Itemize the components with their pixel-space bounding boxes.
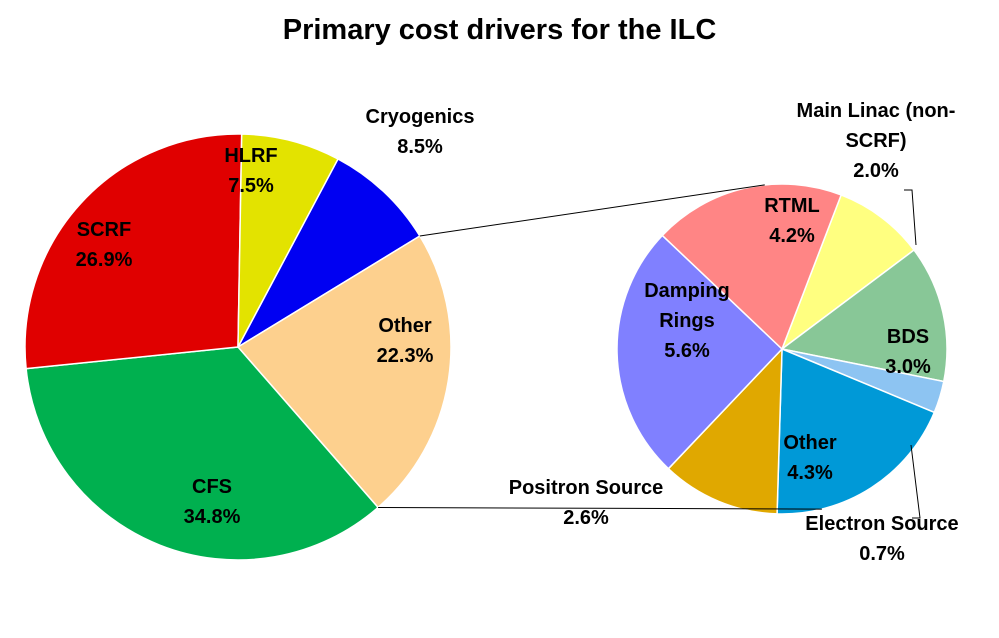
slice-label-positron-source: Positron Source 2.6% [509, 477, 663, 529]
slice-name: Positron Source [509, 477, 663, 499]
slice-label-rtml: RTML 4.2% [764, 195, 820, 247]
slice-name: Damping [644, 280, 730, 302]
slice-name: RTML [764, 195, 820, 217]
pie-slice-cfs [25, 346, 380, 561]
slice-value: 5.6% [664, 340, 710, 362]
slice-label-other-breakdown: Other 4.3% [783, 432, 837, 484]
slice-label-main-linac-non-scrf: Main Linac (non- SCRF) 2.0% [797, 100, 956, 182]
slice-value: 4.2% [769, 225, 815, 247]
leader-main-linac [904, 189, 917, 246]
slice-name: Electron Source [805, 513, 958, 535]
pie-slice-scrf [24, 133, 243, 370]
slice-name: Main Linac (non- [797, 100, 956, 122]
slice-label-cryogenics: Cryogenics 8.5% [366, 106, 475, 158]
slice-value: 7.5% [228, 175, 274, 197]
slice-label-other: Other 22.3% [377, 315, 434, 367]
slice-value: 2.0% [853, 160, 899, 182]
slice-value: 26.9% [76, 249, 133, 271]
slice-label-scrf: SCRF 26.9% [76, 219, 133, 271]
main-pie [24, 133, 452, 561]
slice-value: 8.5% [397, 136, 443, 158]
slice-name: SCRF) [845, 130, 906, 152]
slice-value: 0.7% [859, 543, 905, 565]
connector-line-bottom [378, 506, 822, 510]
slice-value: 3.0% [885, 356, 931, 378]
pie-slice-main-linac-non-scrf [780, 193, 916, 352]
slice-value: 34.8% [184, 506, 241, 528]
slice-name: Other [378, 315, 432, 337]
breakdown-pie-labels: Main Linac (non- SCRF) 2.0% BDS 3.0% Electron… [509, 100, 959, 565]
slice-name: HLRF [224, 145, 277, 167]
pie-slice-damping-rings [616, 234, 784, 470]
pie-slice-cryogenics [236, 157, 421, 350]
slice-value: 22.3% [377, 345, 434, 367]
leader-lines [904, 189, 921, 519]
slice-label-cfs: CFS 34.8% [184, 476, 241, 528]
slice-label-bds: BDS 3.0% [885, 326, 931, 378]
breakdown-pie [616, 183, 948, 515]
pie-slice-bds [780, 248, 948, 383]
slice-name: Other [783, 432, 837, 454]
slice-value: 4.3% [787, 462, 833, 484]
slice-value: 2.6% [563, 507, 609, 529]
slice-name: Rings [659, 310, 715, 332]
chart-title: Primary cost drivers for the ILC [282, 14, 717, 46]
slice-label-hlrf: HLRF 7.5% [224, 145, 277, 197]
pie-slice-positron-source [667, 347, 783, 515]
slice-label-damping-rings: Damping Rings 5.6% [644, 280, 730, 362]
pie-slice-hlrf [237, 133, 340, 348]
leader-electron-source [910, 444, 921, 519]
connector-lines [378, 184, 822, 510]
pie-slice-other [776, 347, 936, 515]
connector-line-top [419, 184, 765, 237]
slice-name: CFS [192, 476, 232, 498]
main-pie-labels: Cryogenics 8.5% Other 22.3% CFS 34.8% SCRF 26.9… [76, 106, 475, 528]
slice-name: SCRF [77, 219, 131, 241]
slice-name: Cryogenics [366, 106, 475, 128]
slice-name: BDS [887, 326, 929, 348]
pie-slice-other [236, 234, 452, 509]
slice-label-electron-source: Electron Source 0.7% [805, 513, 958, 565]
